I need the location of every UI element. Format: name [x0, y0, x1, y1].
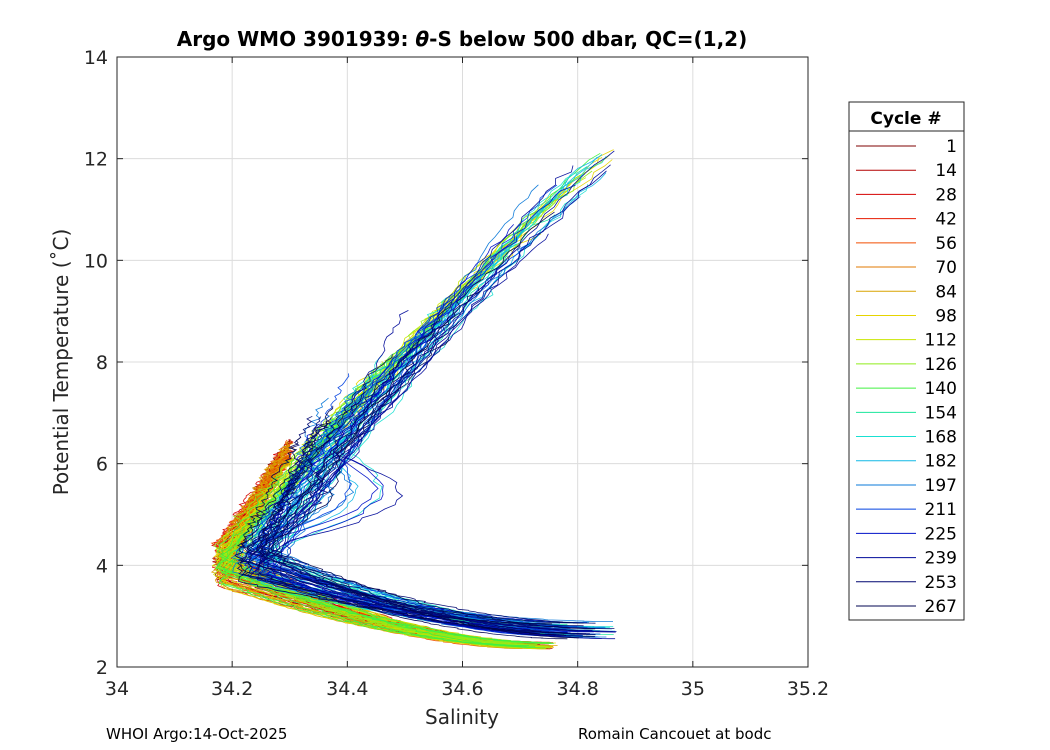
legend-label-112: 112 [925, 331, 957, 351]
profile-cycle-253 [237, 353, 596, 636]
grid-lines [117, 57, 808, 667]
footer-credit: Romain Cancouet at bodc [578, 725, 772, 743]
legend-label-225: 225 [925, 524, 957, 544]
legend-label-168: 168 [925, 428, 957, 448]
legend-title: Cycle # [870, 109, 941, 129]
y-tick-label: 2 [96, 657, 108, 679]
x-tick-label: 35 [681, 678, 705, 700]
y-tick-label: 6 [96, 454, 108, 476]
profile-cycle-140 [216, 343, 546, 649]
profile-cycle-267 [258, 211, 565, 636]
profile-cycle-267 [234, 420, 584, 624]
y-tick-label: 12 [84, 149, 108, 171]
legend-label-56: 56 [935, 234, 957, 254]
x-tick-label: 35.2 [787, 678, 829, 700]
profile-cycle-267 [236, 436, 579, 639]
profile-cycle-267 [238, 301, 552, 625]
x-tick-label: 34 [105, 678, 129, 700]
legend-label-1: 1 [946, 137, 957, 157]
legend-label-140: 140 [925, 379, 957, 399]
profile-cycle-140 [216, 255, 553, 644]
profile-cycle-197 [262, 426, 607, 638]
x-tick-label: 34.2 [211, 678, 253, 700]
chart-title: Argo WMO 3901939: θ-S below 500 dbar, QC… [177, 27, 747, 51]
legend: Cycle # 1 14 28 42 56 70 84 98 112 126 140 154 168 18… [848, 101, 965, 621]
legend-label-211: 211 [925, 500, 957, 520]
x-axis-label: Salinity [425, 705, 499, 729]
profile-cycle-239 [263, 233, 571, 629]
y-tick-label: 8 [96, 352, 108, 374]
legend-label-98: 98 [935, 306, 957, 326]
legend-label-14: 14 [935, 161, 957, 181]
footer-source: WHOI Argo:14-Oct-2025 [106, 725, 288, 743]
legend-label-28: 28 [935, 185, 957, 205]
profiles [210, 149, 617, 650]
legend-label-182: 182 [925, 452, 957, 472]
legend-label-84: 84 [935, 282, 957, 302]
legend-label-126: 126 [925, 355, 957, 375]
legend-label-253: 253 [925, 573, 957, 593]
y-axis-label: Potential Temperature (˚C) [49, 229, 73, 496]
x-tick-label: 34.6 [441, 678, 483, 700]
legend-label-197: 197 [925, 476, 957, 496]
y-tick-label: 10 [84, 250, 108, 272]
axis-ticks: 34 34.2 34.4 34.6 34.8 35 35.2 2 4 6 8 10 12 14 [84, 47, 829, 700]
legend-label-70: 70 [935, 258, 957, 278]
x-tick-label: 34.8 [557, 678, 599, 700]
legend-label-154: 154 [925, 403, 957, 423]
profile-cycle-253 [259, 321, 590, 634]
x-tick-label: 34.4 [326, 678, 368, 700]
profile-cycle-267 [270, 337, 596, 630]
y-tick-label: 14 [84, 47, 108, 69]
legend-label-267: 267 [925, 597, 957, 617]
y-tick-label: 4 [96, 555, 108, 577]
legend-label-42: 42 [935, 210, 957, 230]
legend-label-239: 239 [925, 549, 957, 569]
